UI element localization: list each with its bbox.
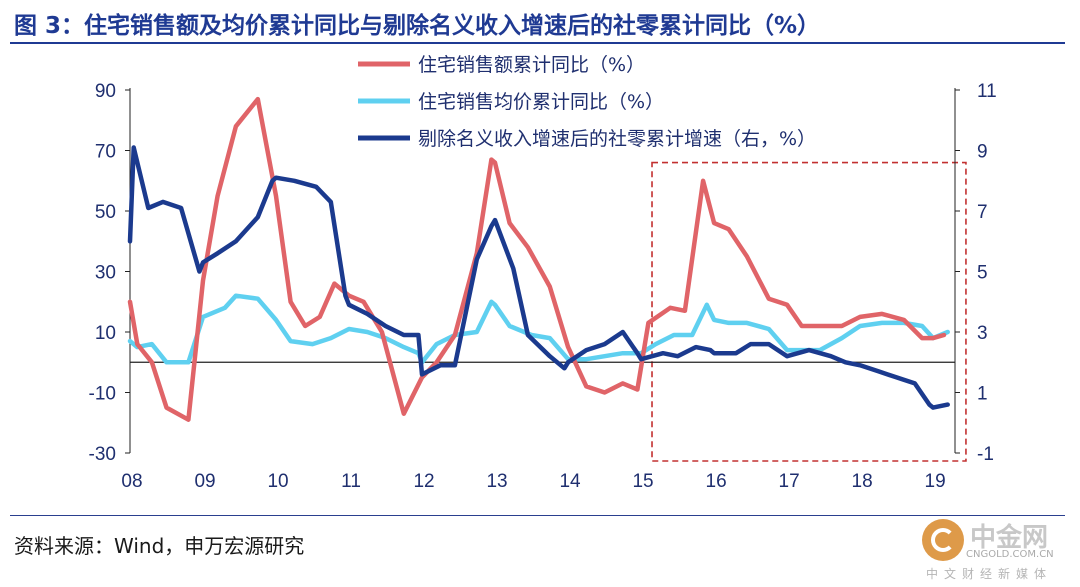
watermark-name: 中金网 [970, 523, 1049, 553]
watermark-logo-icon [922, 519, 964, 561]
x-tick-label: 09 [194, 471, 215, 492]
series-layer [127, 96, 950, 422]
y-left-tick-label: 70 [95, 142, 116, 163]
x-tick-label: 16 [706, 471, 727, 492]
legend-label: 住宅销售均价累计同比（%） [418, 91, 664, 113]
x-tick-label: 18 [852, 471, 873, 492]
y-right-tick-label: 1 [977, 384, 988, 405]
watermark: 中金网 CNGOLD.COM.CN 中文财经新媒体 [922, 515, 1072, 585]
highlight-box [651, 161, 967, 462]
footer-divider [10, 515, 1065, 516]
x-tick-label: 12 [413, 471, 434, 492]
axes-layer: 90 70 50 30 10 -10 -30 11 9 7 5 3 1 -1 08 09 10 11 12 13 14 1… [89, 81, 997, 492]
chart-title: 图 3：住宅销售额及均价累计同比与剔除名义收入增速后的社零累计同比（%） [14, 13, 821, 39]
source-note: 资料来源：Wind，申万宏源研究 [14, 534, 305, 558]
series-line-sales [127, 96, 947, 422]
x-tick-label: 08 [121, 471, 142, 492]
x-tick-label: 14 [559, 471, 581, 492]
line-chart: 90 70 50 30 10 -10 -30 11 9 7 5 3 1 -1 08 09 10 11 12 13 14 1… [89, 54, 997, 492]
y-right-tick-label: 5 [977, 263, 988, 284]
y-right-tick-label: 11 [977, 81, 997, 102]
title-divider [10, 42, 1065, 44]
y-right-tick-label: -1 [977, 444, 994, 465]
series-line-retail [127, 145, 950, 410]
y-left-tick-label: -10 [89, 384, 116, 405]
legend-label: 住宅销售额累计同比（%） [418, 54, 645, 76]
watermark-tagline: 中文财经新媒体 [926, 567, 1053, 581]
x-tick-label: 11 [341, 471, 361, 492]
y-left-tick-label: -30 [89, 444, 116, 465]
watermark-domain: CNGOLD.COM.CN [966, 549, 1054, 560]
x-tick-label: 15 [632, 471, 653, 492]
legend-label: 剔除名义收入增速后的社零累计增速（右，%） [418, 128, 816, 150]
x-tick-label: 17 [779, 471, 800, 492]
highlight-box-layer [651, 161, 967, 462]
x-tick-label: 13 [486, 471, 507, 492]
y-right-tick-label: 7 [977, 202, 988, 223]
series-line-price [127, 293, 950, 365]
y-left-tick-label: 30 [95, 263, 116, 284]
y-right-tick-label: 3 [977, 323, 988, 344]
x-tick-label: 10 [267, 471, 288, 492]
y-left-tick-label: 10 [95, 323, 116, 344]
x-tick-label: 19 [925, 471, 946, 492]
legend-layer: 住宅销售额累计同比（%） 住宅销售均价累计同比（%） 剔除名义收入增速后的社零累计增… [358, 54, 816, 150]
y-left-tick-label: 50 [95, 202, 116, 223]
y-right-tick-label: 9 [977, 142, 988, 163]
y-left-tick-label: 90 [95, 81, 116, 102]
